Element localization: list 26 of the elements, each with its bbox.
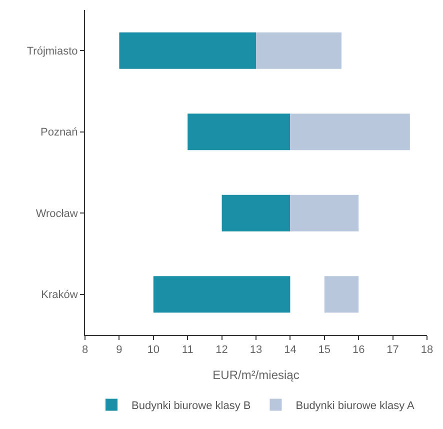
bar [324,276,359,313]
x-axis-title: EUR/m²/miesiąc [212,368,300,382]
x-tick-label: 13 [250,344,262,356]
y-tick-label: Poznań [40,126,78,139]
legend-label: Budynki biurowe klasy B [132,400,251,412]
bar [222,194,290,232]
x-tick-label: 12 [216,344,228,356]
y-tick-label: Wrocław [36,208,78,220]
y-tick-label: Kraków [41,289,78,302]
legend-label: Budynki biurowe klasy A [296,400,416,412]
bar [153,276,290,313]
x-tick-label: 9 [116,344,122,356]
x-tick-label: 8 [82,344,88,356]
bar [188,114,290,150]
bar [256,32,342,69]
bar [290,114,410,150]
x-tick-label: 17 [386,344,399,356]
x-tick-label: 16 [352,344,365,356]
x-tick-label: 15 [318,344,331,356]
x-tick-label: 11 [182,344,194,356]
bar [290,194,359,232]
x-tick-label: 10 [147,344,160,356]
x-tick-label: 18 [420,344,434,356]
bar [119,32,256,69]
y-tick-label: Trójmiasto [26,45,78,58]
x-tick-label: 14 [284,344,296,356]
